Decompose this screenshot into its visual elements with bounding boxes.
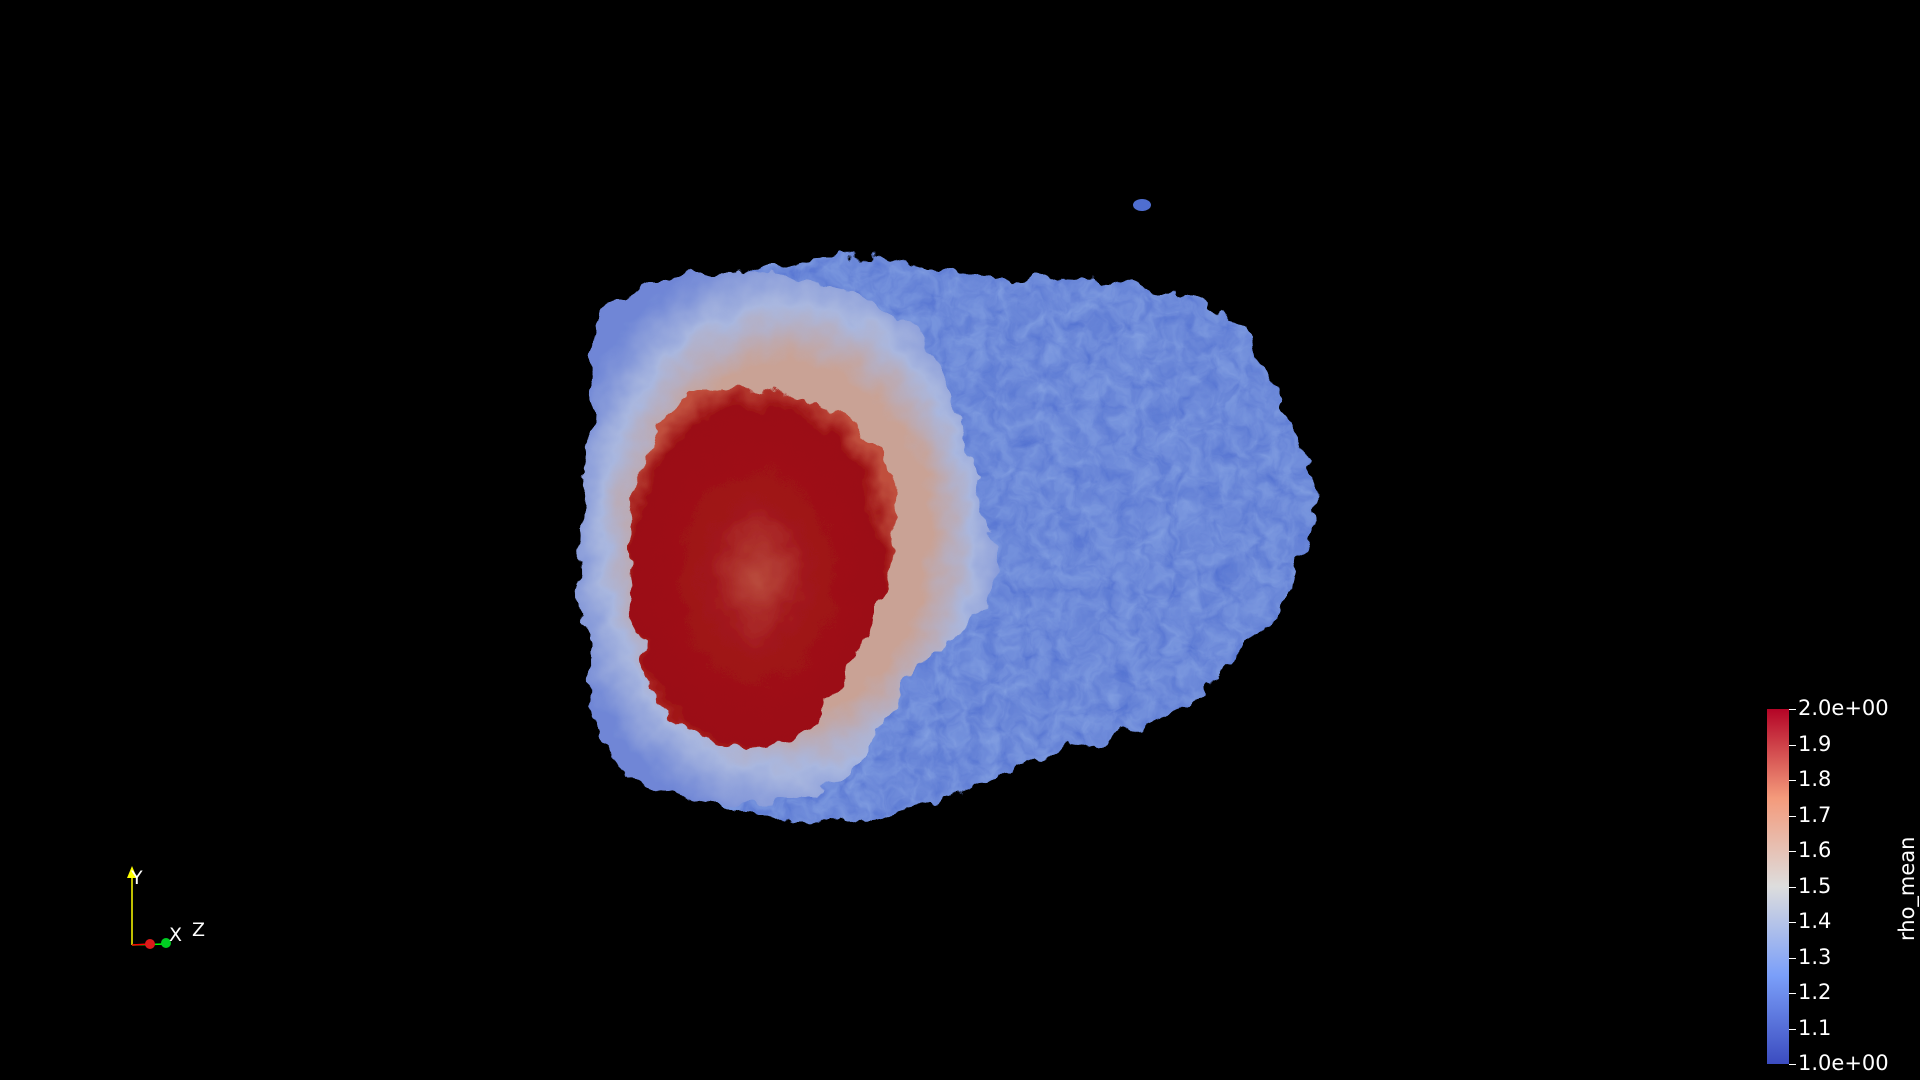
colorbar (1767, 709, 1789, 1064)
colorbar-tick-mark (1789, 709, 1796, 710)
cross-section-core (629, 389, 896, 750)
colorbar-tick-label: 1.0e+00 (1798, 1051, 1889, 1075)
colorbar-tick-label: 2.0e+00 (1798, 696, 1889, 720)
axes-lines (127, 866, 171, 949)
colorbar-tick-mark (1789, 887, 1796, 888)
colorbar-tick-mark (1789, 780, 1796, 781)
x-axis-label: X (169, 924, 183, 946)
colorbar-tick-mark (1789, 1029, 1796, 1030)
colorbar-tick-label: 1.7 (1798, 803, 1832, 827)
z-arrow-icon (161, 938, 171, 948)
colorbar-tick-label: 1.8 (1798, 767, 1832, 791)
colorbar-tick-label: 1.4 (1798, 909, 1832, 933)
orientation-axes[interactable]: Y X Z (118, 862, 218, 952)
colorbar-tick-mark (1789, 993, 1796, 994)
y-arrow-icon (127, 866, 137, 878)
colorbar-tick-label: 1.1 (1798, 1016, 1832, 1040)
y-axis-label: Y (131, 867, 143, 889)
colorbar-tick-mark (1789, 958, 1796, 959)
colorbar-tick-mark (1789, 816, 1796, 817)
colorbar-tick-label: 1.5 (1798, 874, 1832, 898)
colorbar-tick-label: 1.9 (1798, 732, 1832, 756)
z-axis-label: Z (192, 919, 206, 941)
floating-blob (1133, 199, 1151, 211)
colorbar-tick-label: 1.6 (1798, 838, 1832, 862)
colorbar-tick-mark (1789, 745, 1796, 746)
colorbar-tick-mark (1789, 1064, 1796, 1065)
colorbar-tick-label: 1.3 (1798, 945, 1832, 969)
x-arrow-icon (145, 939, 155, 949)
colorbar-tick-mark (1789, 851, 1796, 852)
colorbar-title: rho_mean (1895, 836, 1919, 941)
colorbar-tick-mark (1789, 922, 1796, 923)
colorbar-tick-label: 1.2 (1798, 980, 1832, 1004)
